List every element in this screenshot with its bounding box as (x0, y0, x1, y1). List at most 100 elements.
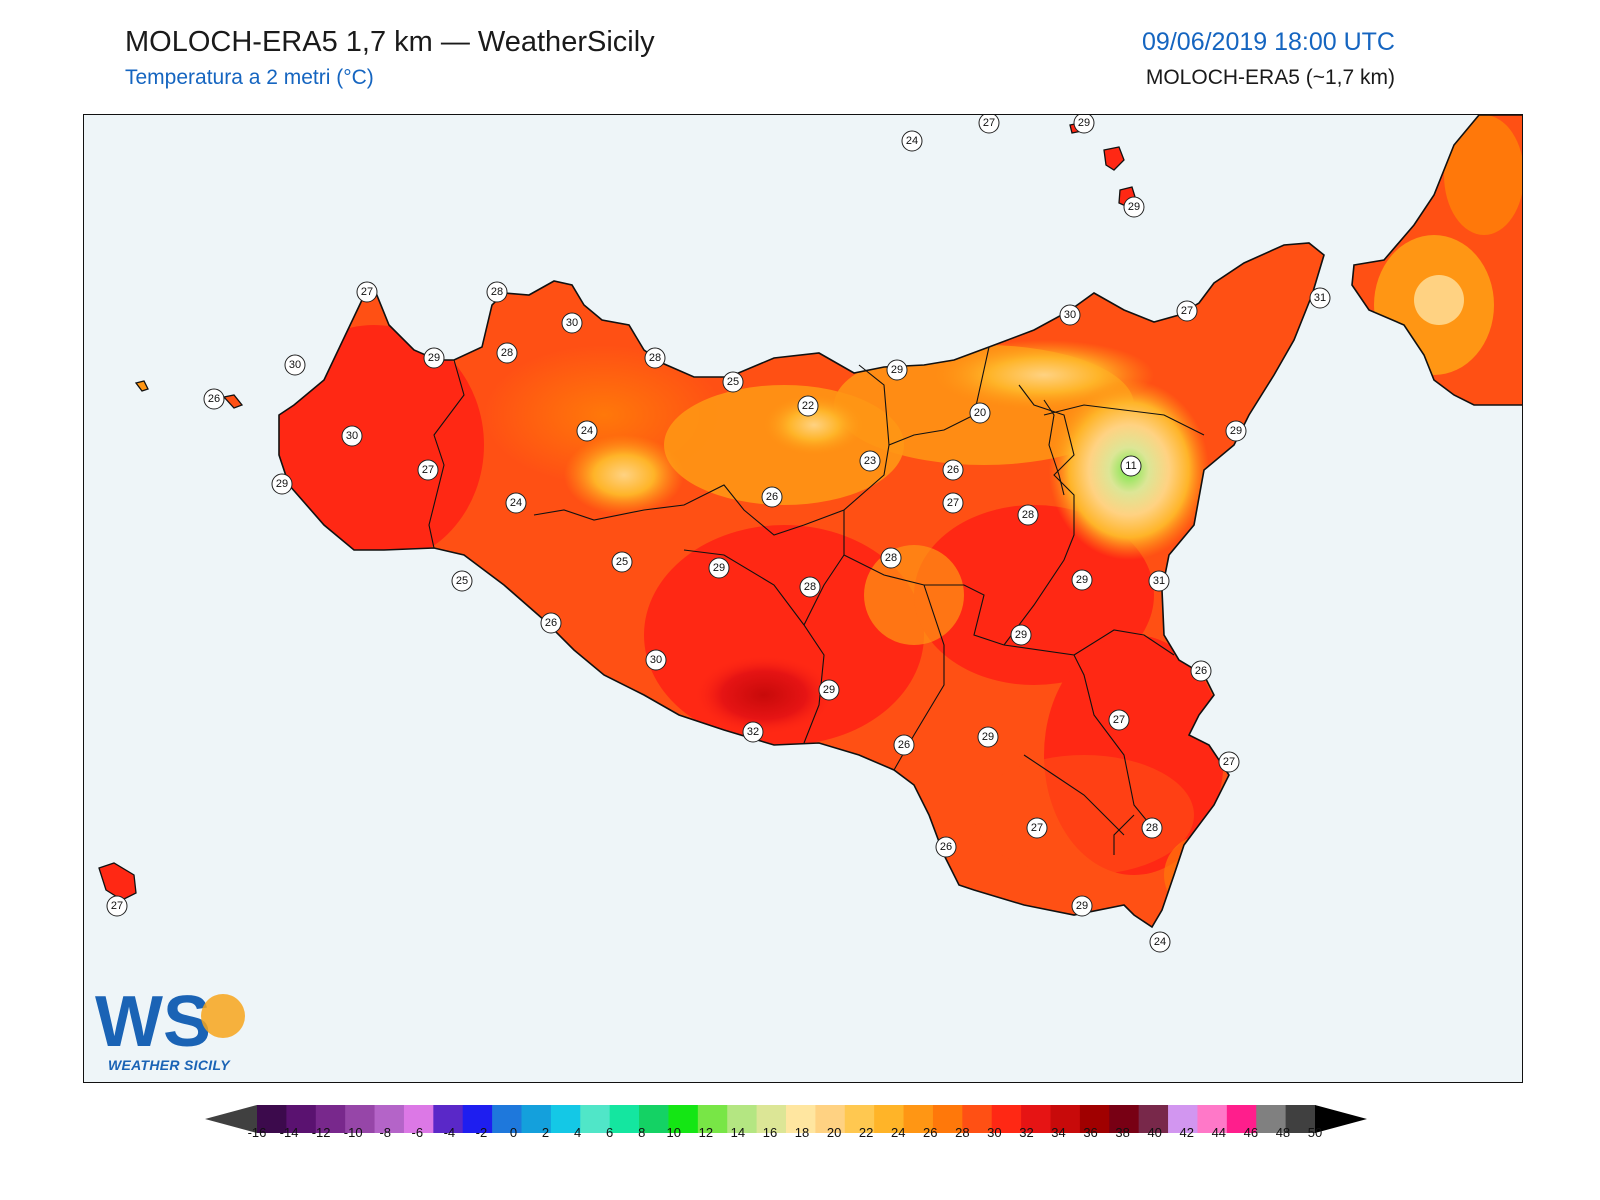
colorbar-tick-label: 46 (1244, 1125, 1258, 1140)
station-label: 25 (611, 551, 633, 573)
colorbar-swatch (786, 1105, 816, 1133)
station-label: 27 (978, 115, 1000, 134)
colorbar-tick-label: -12 (312, 1125, 331, 1140)
colorbar-swatch (815, 1105, 846, 1133)
station-label: 22 (797, 395, 819, 417)
station-value: 24 (581, 425, 593, 437)
station-value: 27 (422, 464, 434, 476)
colorbar-swatch (462, 1105, 493, 1133)
colorbar-swatch (1197, 1105, 1228, 1133)
colorbar-tick-label: 42 (1180, 1125, 1194, 1140)
station-label: 24 (576, 420, 598, 442)
colorbar-low-arrow (205, 1105, 257, 1133)
colorbar-tick-label: -16 (248, 1125, 267, 1140)
station-value: 26 (947, 464, 959, 476)
colorbar-swatch (580, 1105, 611, 1133)
colorbar-swatch (1256, 1105, 1287, 1133)
colorbar-swatch (756, 1105, 787, 1133)
colorbar-tick-label: 18 (795, 1125, 809, 1140)
station-label: 27 (1108, 709, 1130, 731)
colorbar-swatch (609, 1105, 640, 1133)
colorbar-tick-label: -6 (412, 1125, 424, 1140)
station-label: 24 (505, 492, 527, 514)
colorbar-swatch (1050, 1105, 1081, 1133)
station-value: 31 (1314, 292, 1326, 304)
colorbar-swatch (962, 1105, 993, 1133)
station-label: 23 (859, 450, 881, 472)
colorbar-swatch (433, 1105, 464, 1133)
colorbar-swatch (286, 1105, 317, 1133)
sicily-temperature-field (279, 243, 1324, 927)
province-boundaries (428, 346, 1205, 855)
station-value: 30 (289, 359, 301, 371)
colorbar-swatch (1109, 1105, 1140, 1133)
station-label: 29 (818, 679, 840, 701)
station-value: 30 (650, 654, 662, 666)
station-value: 25 (616, 556, 628, 568)
station-label: 30 (284, 354, 306, 376)
colorbar-tick-label: 34 (1051, 1125, 1065, 1140)
colorbar-swatch (1226, 1105, 1257, 1133)
station-label: 27 (356, 281, 378, 303)
station-label: 29 (271, 473, 293, 495)
station-label: 29 (886, 359, 908, 381)
colorbar-high-arrow (1315, 1105, 1367, 1133)
station-label: 32 (742, 721, 764, 743)
map-title: MOLOCH-ERA5 1,7 km — WeatherSicily (125, 26, 655, 58)
station-value: 28 (1146, 822, 1158, 834)
colorbar-swatch (1285, 1105, 1316, 1133)
station-value: 29 (1128, 201, 1140, 213)
station-value: 27 (111, 900, 123, 912)
station-value: 27 (1113, 714, 1125, 726)
station-value: 32 (747, 726, 759, 738)
station-label: 31 (1148, 570, 1170, 592)
station-value: 26 (545, 617, 557, 629)
colorbar-swatch (932, 1105, 963, 1133)
station-label: 26 (1190, 660, 1212, 682)
station-label: 11 (1120, 455, 1142, 477)
station-label: 26 (540, 612, 562, 634)
colorbar-tick-label: 44 (1212, 1125, 1226, 1140)
station-label: 29 (1123, 196, 1145, 218)
temperature-colorbar: -16 -14 -12 -10 -8 -6 -4 -2 0 2 4 6 8 10 12 14 16 18 20 22 2… (205, 1105, 1367, 1140)
station-value: 27 (1031, 822, 1043, 834)
station-value: 27 (1181, 305, 1193, 317)
temperature-map[interactable]: 29 27 24 29 28 27 28 30 29 26 30 28 25 22 29 30 27 31 20 29… (84, 115, 1523, 1083)
station-value: 23 (864, 455, 876, 467)
station-label: 29 (1010, 624, 1032, 646)
colorbar-tick-label: 4 (574, 1125, 581, 1140)
station-label: 24 (1149, 931, 1171, 953)
station-label: 28 (486, 281, 508, 303)
colorbar-swatch (1168, 1105, 1198, 1133)
station-label: 28 (1141, 817, 1163, 839)
colorbar-swatch (374, 1105, 405, 1133)
colorbar-swatch (1021, 1105, 1051, 1133)
station-value: 30 (346, 430, 358, 442)
colorbar-tick-label: 14 (731, 1125, 745, 1140)
weather-sicily-logo: WS (95, 984, 245, 1062)
station-value: 29 (823, 684, 835, 696)
station-value: 24 (1154, 936, 1166, 948)
station-value: 29 (713, 562, 725, 574)
station-value: 29 (982, 731, 994, 743)
colorbar-swatch (492, 1105, 522, 1133)
station-label: 29 (1073, 115, 1095, 134)
colorbar-swatch (521, 1105, 552, 1133)
station-label: 31 (1309, 287, 1331, 309)
colorbar-swatch (874, 1105, 905, 1133)
map-panel[interactable]: 29 27 24 29 28 27 28 30 29 26 30 28 25 22 29 30 27 31 20 29… (83, 114, 1523, 1083)
station-label: 30 (1059, 304, 1081, 326)
station-label: 26 (942, 459, 964, 481)
station-label: 27 (417, 459, 439, 481)
colorbar-tick-label: 24 (891, 1125, 905, 1140)
station-label: 20 (969, 402, 991, 424)
station-label: 24 (901, 130, 923, 152)
station-label: 26 (203, 388, 225, 410)
station-value: 29 (428, 352, 440, 364)
station-label: 30 (561, 312, 583, 334)
station-value: 29 (891, 364, 903, 376)
model-name: MOLOCH-ERA5 (~1,7 km) (1145, 66, 1395, 89)
station-value: 22 (802, 400, 814, 412)
station-label: 28 (1017, 504, 1039, 526)
station-label: 27 (1218, 751, 1240, 773)
